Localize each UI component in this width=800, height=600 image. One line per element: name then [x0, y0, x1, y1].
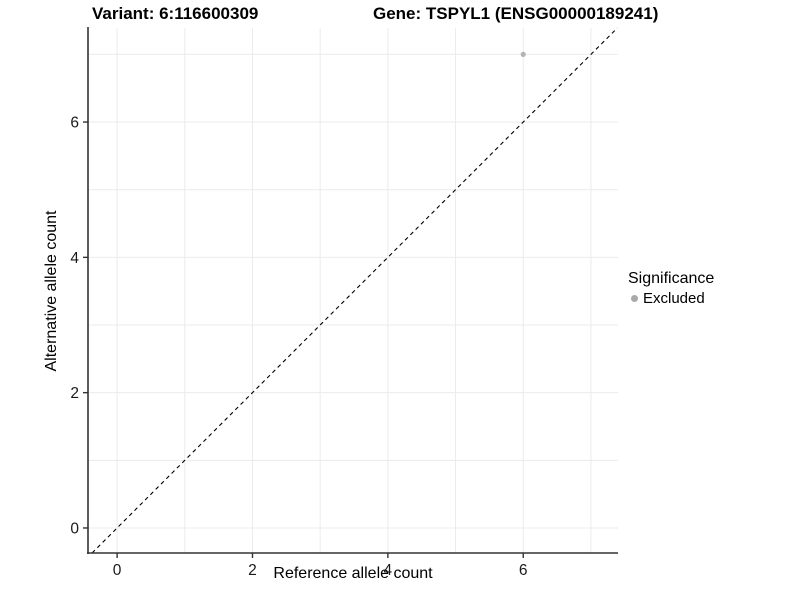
y-tick-label: 4 [70, 250, 79, 267]
data-point [520, 51, 526, 57]
y-tick-label: 6 [70, 115, 79, 132]
legend-key-dot-icon [631, 295, 638, 302]
x-tick-label: 0 [113, 562, 122, 579]
y-tick-label: 0 [70, 520, 79, 537]
identity-line [91, 27, 618, 554]
plot-title-variant: Variant: 6:116600309 [92, 4, 259, 23]
y-axis-title: Alternative allele count [43, 210, 60, 372]
legend: Significance Excluded [628, 270, 714, 307]
x-tick-label: 4 [384, 562, 393, 579]
plot-title-gene: Gene: TSPYL1 (ENSG00000189241) [373, 4, 659, 23]
legend-item-label: Excluded [643, 290, 705, 307]
legend-item-excluded: Excluded [628, 290, 714, 307]
legend-title: Significance [628, 270, 715, 287]
x-tick-label: 6 [519, 562, 528, 579]
x-axis-title: Reference allele count [273, 565, 433, 582]
x-tick-label: 2 [248, 562, 257, 579]
y-tick-label: 2 [70, 385, 79, 402]
